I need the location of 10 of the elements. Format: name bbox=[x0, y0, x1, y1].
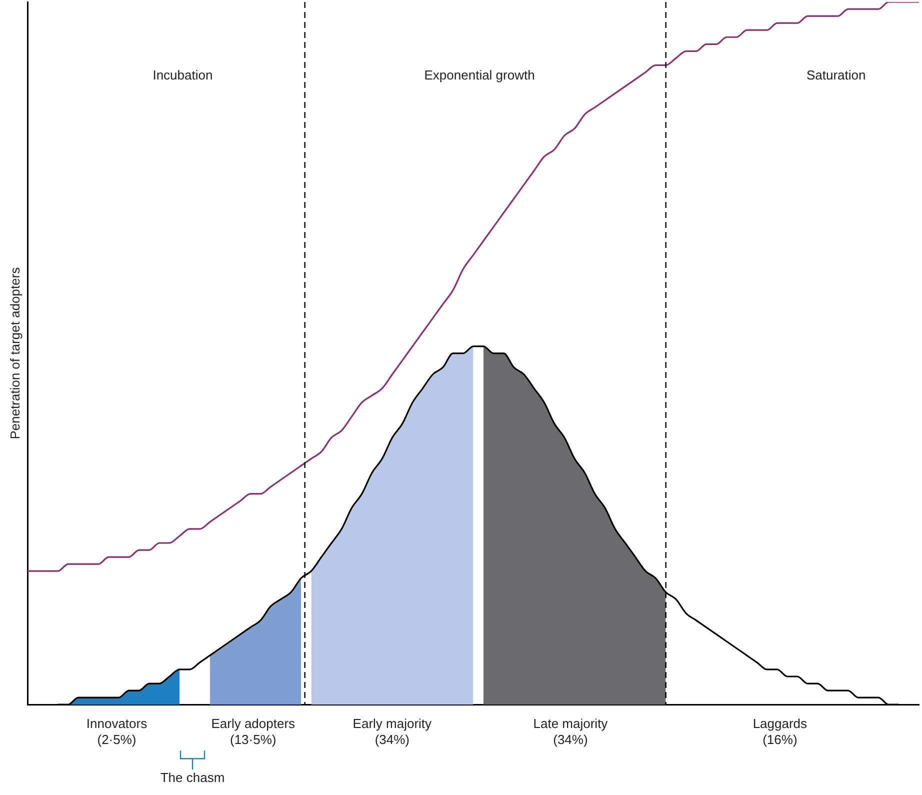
annotation: Saturation bbox=[806, 67, 866, 82]
text: The chasm bbox=[160, 770, 225, 786]
text: Early majority (34%) bbox=[352, 716, 432, 748]
text: Innovators (2·5%) bbox=[86, 716, 148, 748]
annotation: Exponential growth bbox=[424, 67, 535, 82]
y-axis-title: Penetration of target adopters bbox=[7, 266, 22, 440]
text: Laggards (16%) bbox=[752, 716, 808, 748]
annotation: Incubation bbox=[152, 67, 213, 82]
text: Early adopters (13·5%) bbox=[211, 716, 296, 748]
text: Late majority (34%) bbox=[533, 716, 608, 748]
